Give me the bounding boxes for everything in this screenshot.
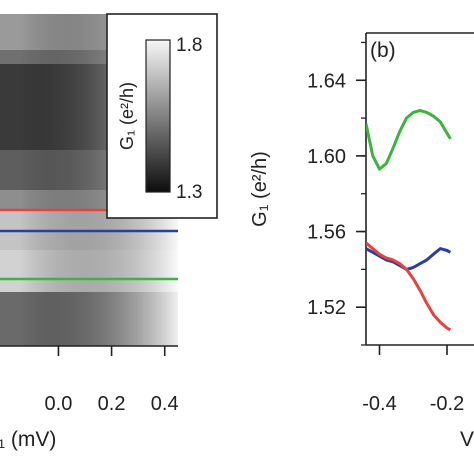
heatmap-x-label: ₁ (mV) — [0, 428, 56, 451]
series-lines — [366, 109, 452, 332]
y-tick-label: 1.60 — [307, 146, 346, 168]
colorbar-max-label: 1.8 — [176, 35, 202, 56]
heatmap-x-tick-label: 0.4 — [151, 393, 179, 415]
heatmap-x-tick-label: 0.2 — [98, 393, 126, 415]
colorbar-label: G₁ (e²/h) — [117, 82, 137, 150]
panel-label: (b) — [370, 39, 396, 62]
y-tick-label: 1.52 — [307, 297, 346, 319]
y-tick-label: 1.56 — [307, 222, 346, 244]
series-line — [366, 241, 452, 332]
colorbar-min-label: 1.3 — [176, 182, 202, 203]
x-tick-label: -0.4 — [362, 393, 396, 415]
y-tick-label: 1.64 — [307, 70, 346, 92]
heatmap-x-ticks: 0.0 0.2 0.4 — [45, 346, 179, 415]
series-line — [366, 247, 452, 271]
y-axis-label: G₁ (e²/h) — [249, 151, 271, 227]
x-axis-label: V — [460, 428, 474, 451]
colorbar: 1.8 1.3 G₁ (e²/h) — [106, 13, 218, 219]
heatmap-panel: 0.0 0.2 0.4 ₁ (mV) 1.8 1.3 G₁ (e²/h) — [0, 13, 218, 451]
colorbar-gradient — [145, 39, 171, 193]
x-tick-label: -0.2 — [430, 393, 464, 415]
heatmap-x-tick-label: 0.0 — [45, 393, 73, 415]
y-ticks: 1.52 1.56 1.60 1.64 — [307, 41, 366, 346]
line-panel: 1.521.561.601.64 -0.4 -0.2 (b) G₁ (e²/h) … — [249, 32, 474, 451]
x-ticks: -0.4 -0.2 — [362, 345, 464, 415]
series-line — [366, 109, 452, 171]
